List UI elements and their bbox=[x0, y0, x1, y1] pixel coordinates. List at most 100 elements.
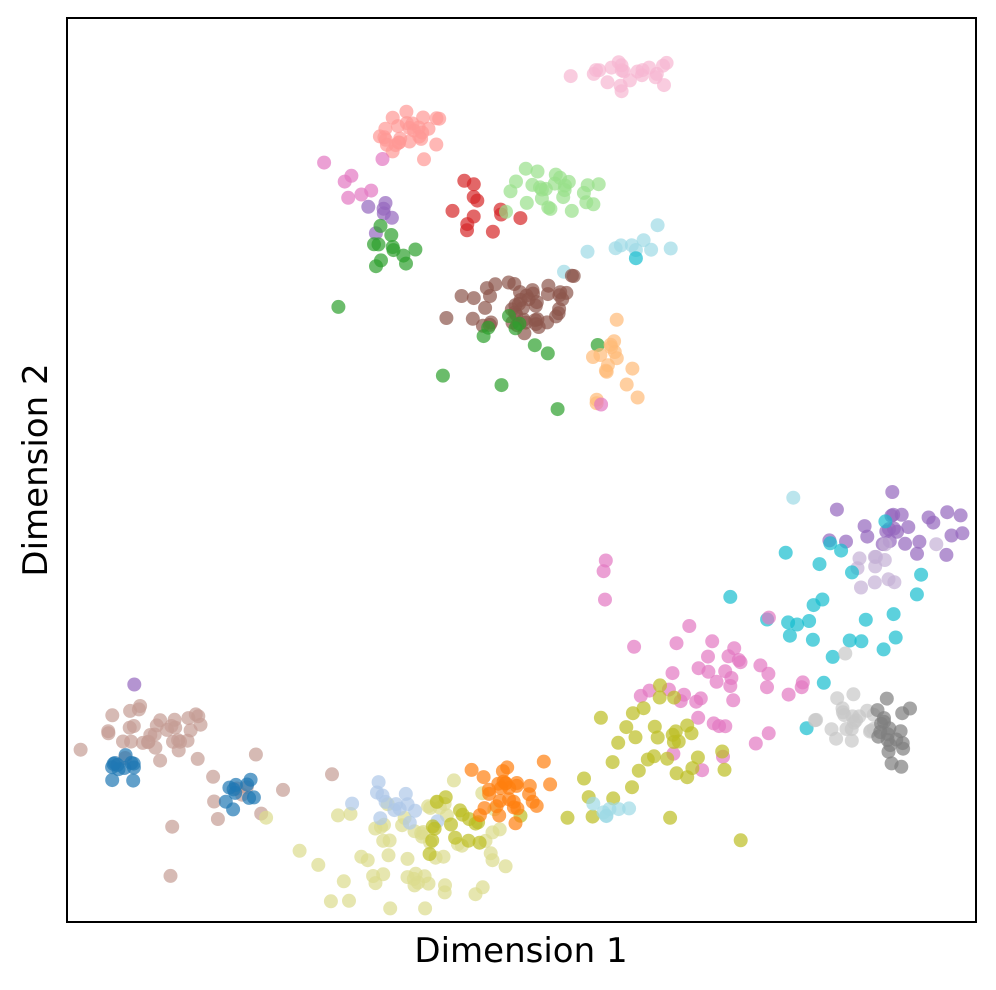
data-point bbox=[477, 801, 492, 816]
data-point bbox=[845, 565, 859, 580]
data-point bbox=[512, 316, 527, 331]
data-point bbox=[760, 680, 774, 695]
data-point bbox=[384, 228, 399, 242]
data-point bbox=[466, 190, 481, 204]
data-point bbox=[105, 773, 120, 788]
data-point bbox=[207, 794, 222, 809]
data-point bbox=[717, 762, 732, 777]
data-point bbox=[399, 104, 414, 119]
data-point bbox=[684, 726, 699, 741]
data-point bbox=[370, 785, 384, 800]
data-point bbox=[460, 223, 474, 238]
data-point bbox=[416, 110, 431, 125]
data-point bbox=[914, 567, 929, 582]
data-point bbox=[364, 183, 379, 198]
data-point bbox=[509, 174, 523, 189]
data-point bbox=[812, 557, 827, 572]
data-point bbox=[337, 174, 352, 189]
data-point bbox=[343, 806, 358, 821]
data-point bbox=[631, 763, 646, 778]
data-point bbox=[834, 543, 849, 558]
data-point bbox=[929, 537, 944, 552]
data-point bbox=[408, 242, 423, 257]
data-point bbox=[876, 642, 891, 657]
data-point bbox=[106, 756, 121, 771]
data-point bbox=[650, 730, 665, 745]
data-point bbox=[438, 790, 453, 805]
data-point bbox=[518, 161, 533, 176]
data-point bbox=[824, 722, 839, 737]
data-point bbox=[243, 772, 258, 787]
data-point bbox=[492, 822, 507, 837]
data-point bbox=[726, 693, 741, 708]
data-point bbox=[706, 716, 721, 731]
data-point bbox=[709, 674, 724, 689]
data-point bbox=[685, 761, 700, 776]
data-point bbox=[669, 636, 684, 651]
data-point bbox=[882, 721, 897, 736]
data-point bbox=[402, 134, 417, 149]
data-point bbox=[222, 780, 237, 795]
data-point bbox=[628, 730, 643, 745]
data-point bbox=[842, 633, 857, 648]
data-point bbox=[586, 796, 601, 811]
data-point bbox=[105, 708, 120, 723]
data-point bbox=[446, 773, 461, 788]
data-point bbox=[665, 666, 680, 681]
data-point bbox=[854, 580, 868, 595]
data-point bbox=[619, 377, 634, 392]
data-point bbox=[715, 744, 730, 759]
data-point bbox=[690, 750, 705, 765]
data-point bbox=[653, 678, 667, 693]
data-point bbox=[556, 190, 571, 205]
data-point bbox=[586, 66, 601, 81]
data-point bbox=[408, 866, 423, 881]
data-point bbox=[485, 853, 500, 868]
data-point bbox=[331, 808, 345, 823]
data-point bbox=[598, 553, 613, 568]
data-point bbox=[489, 799, 504, 814]
data-point bbox=[127, 677, 142, 692]
data-point bbox=[180, 733, 195, 748]
data-point bbox=[101, 724, 116, 739]
data-point bbox=[885, 485, 900, 499]
data-point bbox=[867, 575, 882, 590]
data-point bbox=[894, 507, 909, 522]
data-point bbox=[292, 843, 307, 858]
data-point bbox=[613, 238, 628, 253]
data-point bbox=[701, 649, 715, 664]
data-point bbox=[392, 135, 406, 150]
data-point bbox=[444, 817, 458, 832]
data-point bbox=[384, 210, 399, 225]
data-point bbox=[901, 520, 916, 535]
data-point bbox=[435, 368, 450, 383]
data-point bbox=[408, 803, 423, 818]
data-point bbox=[508, 816, 523, 831]
data-point bbox=[781, 615, 796, 630]
data-point bbox=[594, 397, 609, 412]
x-axis-label: Dimension 1 bbox=[414, 931, 627, 971]
data-point bbox=[622, 801, 637, 816]
data-point bbox=[472, 835, 487, 850]
data-point bbox=[693, 691, 708, 706]
data-point bbox=[483, 289, 497, 303]
data-point bbox=[190, 751, 205, 766]
data-point bbox=[371, 775, 386, 790]
data-point bbox=[506, 800, 521, 815]
data-point bbox=[667, 690, 682, 705]
data-point bbox=[761, 666, 776, 681]
data-points bbox=[73, 55, 970, 916]
data-point bbox=[663, 241, 678, 256]
data-point bbox=[481, 320, 496, 335]
data-point bbox=[600, 75, 615, 90]
data-point bbox=[417, 152, 431, 167]
data-point bbox=[336, 874, 351, 889]
data-point bbox=[498, 859, 513, 874]
data-point bbox=[682, 619, 697, 633]
data-point bbox=[500, 760, 515, 775]
data-point bbox=[604, 340, 619, 355]
data-point bbox=[248, 747, 263, 762]
data-point bbox=[602, 802, 617, 817]
data-point bbox=[488, 277, 503, 292]
